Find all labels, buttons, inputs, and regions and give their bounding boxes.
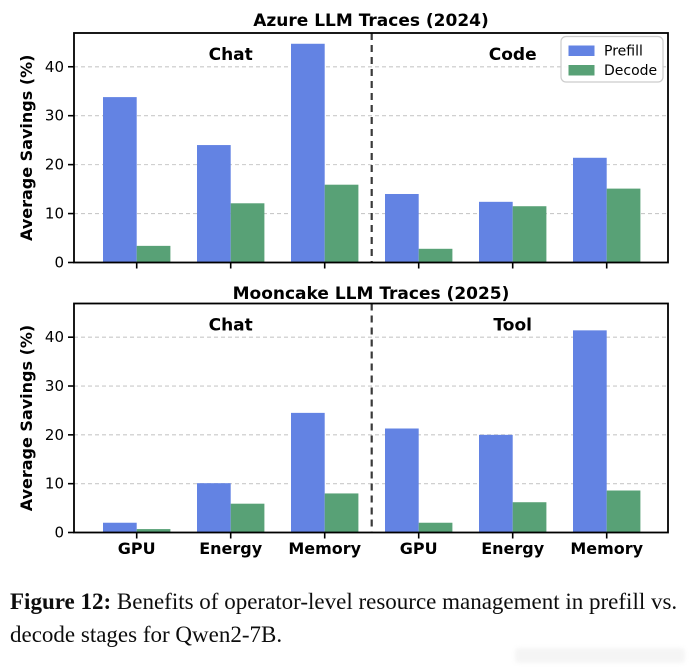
bar-prefill-energy-g1 [197,145,231,263]
chart-title: Mooncake LLM Traces (2025) [233,284,510,304]
y-axis-label: Average Savings (%) [17,55,36,241]
bar-decode-energy-g1 [230,203,265,263]
x-tick-label-gpu: GPU [118,539,156,558]
section-label-tool: Tool [493,316,532,336]
bar-prefill-gpu-g3 [385,428,419,533]
bar-prefill-energy-g4 [479,434,513,533]
watermark [515,648,685,663]
bar-decode-memory-g5 [606,490,641,533]
bar-decode-energy-g4 [512,502,547,533]
azure-traces-chart: 0 10 20 30 40 Azure LLM Traces (2024) Average … [17,11,669,272]
figure-charts: 0 10 20 30 40 Azure LLM Traces (2024) Average … [17,11,669,558]
bar-decode-memory-g2 [324,184,359,263]
bar-prefill-memory-g2 [291,412,325,533]
y-tick-label: 20 [45,156,64,174]
y-tick-label: 0 [54,254,64,272]
caption-text: Benefits of operator-level resource mana… [10,589,678,647]
bar-decode-energy-g1 [230,503,265,533]
y-tick-label: 40 [45,58,64,76]
bar-prefill-memory-g5 [573,330,607,533]
figure-caption: Figure 12: Benefits of operator-level re… [0,586,695,652]
x-tick-label-energy: Energy [481,539,545,558]
plot-frame [73,32,669,264]
x-tick-label-memory: Memory [288,539,361,558]
mooncake-traces-chart: 0 10 20 30 40 GPU Energy Memory GPU Energy Memory M… [17,284,669,558]
y-tick-label: 40 [45,328,64,346]
legend: Prefill Decode [560,35,664,83]
y-tick-label: 20 [45,426,64,444]
bar-prefill-gpu-g0 [103,97,137,263]
bar-prefill-energy-g4 [479,201,513,263]
bar-prefill-gpu-g3 [385,193,419,263]
y-tick-label: 30 [45,107,64,125]
bar-prefill-gpu-g0 [103,522,137,533]
legend-swatch-decode [568,65,595,76]
bar-decode-gpu-g0 [136,529,171,533]
section-label-chat: Chat [209,316,253,336]
y-axis-label: Average Savings (%) [17,325,36,511]
bar-decode-memory-g2 [324,493,359,533]
legend-label-decode: Decode [604,63,657,79]
section-label-chat: Chat [209,45,253,65]
y-tick-label: 10 [45,475,64,493]
bar-prefill-memory-g5 [573,157,607,263]
section-label-code: Code [489,45,537,65]
bar-decode-energy-g4 [512,206,547,263]
bar-prefill-energy-g1 [197,483,231,533]
plot-frame [73,302,669,534]
bar-decode-gpu-g3 [418,522,453,533]
caption-figure-label: Figure 12: [10,589,112,614]
bar-prefill-memory-g2 [291,43,325,263]
x-tick-label-memory: Memory [570,539,643,558]
legend-swatch-prefill [568,45,595,56]
chart-title: Azure LLM Traces (2024) [253,11,489,31]
bar-decode-memory-g5 [606,188,641,263]
bar-decode-gpu-g0 [136,245,171,263]
y-tick-label: 30 [45,377,64,395]
x-tick-label-gpu: GPU [400,539,438,558]
y-tick-label: 10 [45,205,64,223]
legend-label-prefill: Prefill [604,44,643,60]
y-tick-label: 0 [54,524,64,542]
bar-decode-gpu-g3 [418,248,453,263]
x-tick-label-energy: Energy [199,539,263,558]
